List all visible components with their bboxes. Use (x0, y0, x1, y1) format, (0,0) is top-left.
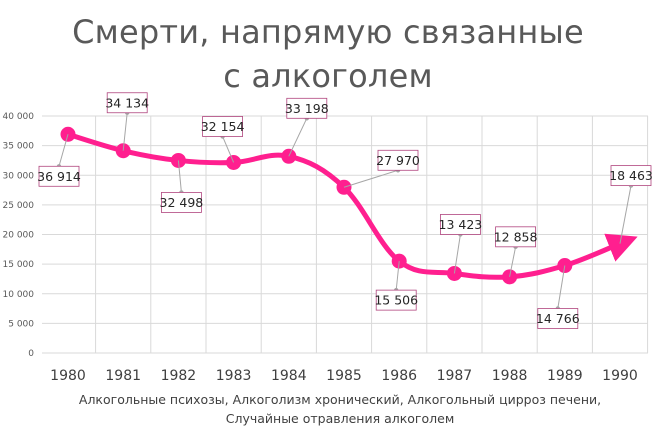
y-tick-label: 10 000 (3, 290, 35, 300)
x-tick-label: 1984 (271, 368, 307, 384)
y-tick-label: 40 000 (3, 112, 35, 122)
data-label-box (202, 116, 244, 137)
data-label-box (495, 226, 537, 248)
data-label-box (38, 165, 80, 187)
data-label: 32 154 (201, 119, 245, 134)
data-label-leader (222, 136, 235, 163)
data-label-leader (343, 169, 399, 188)
data-label: 34 134 (105, 95, 149, 110)
chart-title-line-2: с алкоголем (223, 57, 433, 95)
y-tick-label: 5 000 (8, 319, 34, 329)
x-tick-label: 1981 (105, 368, 141, 384)
x-tick-label: 1982 (161, 368, 197, 384)
data-labels: 36 914 34 134 32 498 32 154 33 198 27 970 15 5… (37, 92, 653, 329)
x-tick-label: 1988 (492, 368, 528, 384)
data-label-leader (58, 134, 69, 167)
y-tick-label: 20 000 (3, 231, 35, 241)
data-label-box (286, 97, 328, 119)
x-tick-label: 1987 (437, 368, 473, 384)
chart-title-line-1: Смерти, напрямую связанные (72, 13, 584, 51)
x-tick-label: 1989 (547, 368, 583, 384)
x-tick-label: 1983 (216, 368, 252, 384)
x-tick-label: 1986 (381, 368, 417, 384)
y-tick-label: 15 000 (3, 260, 35, 270)
data-label: 14 766 (536, 311, 580, 326)
y-tick-label: 30 000 (3, 171, 35, 181)
data-label: 27 970 (376, 153, 420, 168)
x-tick-label: 1990 (602, 368, 638, 384)
data-point (502, 269, 518, 285)
data-label-leader (122, 112, 128, 151)
data-label-leader (395, 261, 400, 291)
x-axis-label: Алкогольные психозы, Алкоголизм хроничес… (40, 390, 640, 428)
x-tick-label: 1985 (326, 368, 362, 384)
data-label-box (377, 149, 419, 171)
chart-title: Смерти, напрямую связанные с алкоголем (0, 10, 656, 98)
data-label-box (106, 92, 148, 114)
x-axis-label-line-2: Случайные отравления алкоголем (225, 411, 455, 426)
x-tick-label: 1980 (50, 368, 86, 384)
data-label-leader (619, 185, 632, 244)
data-label-box (439, 214, 481, 235)
data-label-box (610, 165, 652, 187)
data-label: 36 914 (37, 169, 81, 184)
data-label-leader (288, 118, 308, 157)
x-axis-label-line-1: Алкогольные психозы, Алкоголизм хроничес… (78, 392, 602, 407)
gridlines (42, 115, 649, 354)
data-label-leader (557, 265, 566, 309)
x-axis: 1980 1981 1982 1983 1984 1985 1986 1987 1988 1989… (50, 368, 638, 384)
data-label-leader (177, 160, 182, 193)
data-label-leader (509, 246, 517, 277)
data-label-leader (453, 234, 461, 274)
y-tick-label: 35 000 (3, 142, 35, 152)
data-label-box (160, 192, 202, 213)
data-label: 33 198 (285, 101, 329, 116)
y-tick-label: 0 (28, 349, 34, 359)
data-label-box (537, 308, 579, 329)
data-label: 12 858 (494, 229, 538, 244)
y-axis: 0 5 000 10 000 15 000 20 000 25 000 30 000 35 0… (3, 112, 35, 359)
data-label: 15 506 (374, 293, 418, 308)
data-label-box (375, 289, 417, 311)
data-label: 13 423 (439, 217, 483, 232)
y-tick-label: 25 000 (3, 201, 35, 211)
data-label: 18 463 (609, 168, 653, 183)
data-label: 32 498 (160, 195, 204, 210)
